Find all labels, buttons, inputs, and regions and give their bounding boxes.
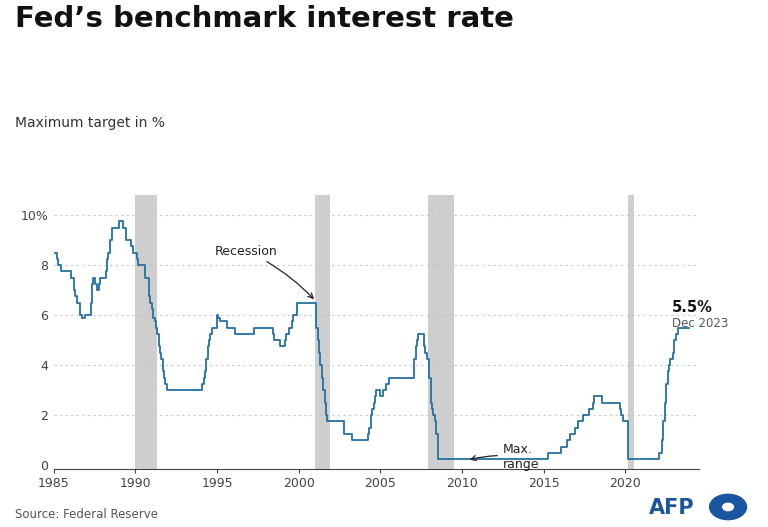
Text: Recession: Recession bbox=[215, 245, 313, 298]
Bar bbox=[628, 195, 634, 469]
Text: Source: Federal Reserve: Source: Federal Reserve bbox=[15, 508, 158, 521]
Text: Fed’s benchmark interest rate: Fed’s benchmark interest rate bbox=[15, 5, 515, 33]
Text: Max.
range: Max. range bbox=[471, 443, 539, 471]
Text: AFP: AFP bbox=[649, 497, 694, 518]
Text: Dec 2023: Dec 2023 bbox=[672, 317, 728, 330]
Text: 5.5%: 5.5% bbox=[672, 300, 713, 315]
Bar bbox=[428, 195, 454, 469]
Text: Maximum target in %: Maximum target in % bbox=[15, 116, 165, 130]
Bar bbox=[315, 195, 329, 469]
Bar bbox=[135, 195, 157, 469]
